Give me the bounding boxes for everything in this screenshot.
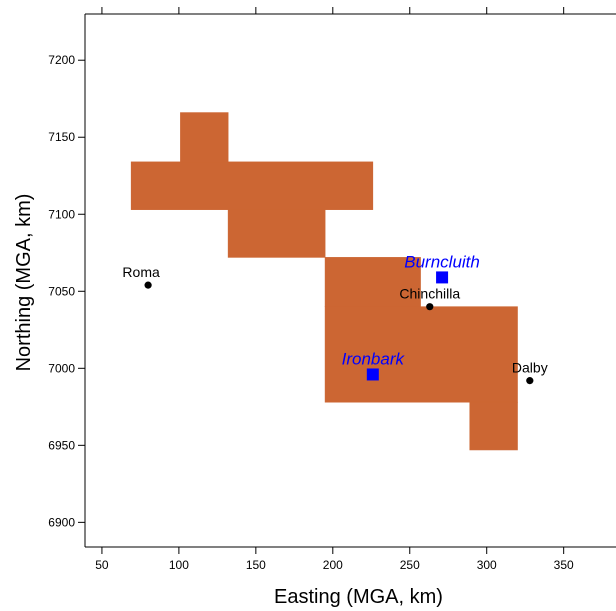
y-tick-label: 7000 (48, 361, 75, 375)
region-block (469, 401, 518, 451)
site-label: Ironbark (342, 349, 406, 368)
site-label: Burncluith (404, 252, 480, 271)
x-tick-label: 300 (477, 558, 497, 572)
y-tick-label: 7100 (48, 207, 75, 221)
x-tick-label: 200 (323, 558, 343, 572)
y-axis-title: Northing (MGA, km) (13, 194, 35, 372)
town-point (426, 303, 434, 311)
y-tick-label: 6950 (48, 438, 75, 452)
region-block (324, 257, 421, 307)
x-tick-label: 50 (95, 558, 109, 572)
y-tick-label: 6900 (48, 515, 75, 529)
town-label: Dalby (512, 360, 548, 376)
town-point (526, 377, 534, 385)
y-tick-label: 7150 (48, 130, 75, 144)
region-block (180, 112, 229, 163)
town-point (144, 281, 152, 289)
x-tick-label: 350 (554, 558, 574, 572)
region-block (227, 209, 326, 258)
x-tick-label: 250 (400, 558, 420, 572)
y-tick-label: 7050 (48, 284, 75, 298)
region-block (130, 161, 374, 210)
town-label: Chinchilla (399, 286, 460, 302)
site-marker (436, 271, 449, 284)
x-axis-title: Easting (MGA, km) (274, 586, 443, 608)
y-tick-label: 7200 (48, 53, 75, 67)
site-marker (366, 368, 379, 381)
x-tick-label: 100 (169, 558, 189, 572)
region-block (324, 306, 518, 403)
x-tick-label: 150 (246, 558, 266, 572)
town-label: Roma (122, 264, 160, 280)
